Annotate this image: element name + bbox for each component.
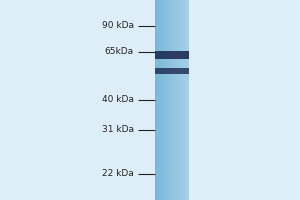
Bar (172, 0, 173, 200)
Bar (162, 0, 163, 200)
Bar (186, 0, 187, 200)
Bar (168, 0, 169, 200)
Bar (177, 0, 178, 200)
Bar (163, 0, 164, 200)
Text: 22 kDa: 22 kDa (102, 170, 134, 178)
Bar (155, 0, 156, 200)
Bar (164, 0, 165, 200)
Text: 90 kDa: 90 kDa (101, 21, 134, 30)
Text: 65kDa: 65kDa (104, 47, 134, 56)
Bar (154, 68, 189, 74)
Bar (171, 0, 172, 200)
Bar (156, 0, 157, 200)
Bar (170, 0, 171, 200)
Bar (154, 0, 155, 200)
Bar (161, 0, 162, 200)
Bar (176, 0, 177, 200)
Bar (157, 0, 158, 200)
Bar (182, 0, 183, 200)
Bar (159, 0, 160, 200)
Bar (185, 0, 186, 200)
Text: 31 kDa: 31 kDa (101, 126, 134, 134)
Bar (158, 0, 159, 200)
Bar (175, 0, 176, 200)
Bar (169, 0, 170, 200)
Bar (188, 0, 189, 200)
Bar (173, 0, 174, 200)
Bar (166, 0, 167, 200)
Bar (181, 0, 182, 200)
Bar (178, 0, 179, 200)
Bar (167, 0, 168, 200)
Bar (174, 0, 175, 200)
Bar (160, 0, 161, 200)
Bar (165, 0, 166, 200)
Bar (184, 0, 185, 200)
Bar (154, 51, 189, 58)
Bar (187, 0, 188, 200)
Bar (160, 0, 161, 200)
Bar (179, 0, 180, 200)
Text: 40 kDa: 40 kDa (102, 96, 134, 104)
Bar (183, 0, 184, 200)
Bar (180, 0, 181, 200)
